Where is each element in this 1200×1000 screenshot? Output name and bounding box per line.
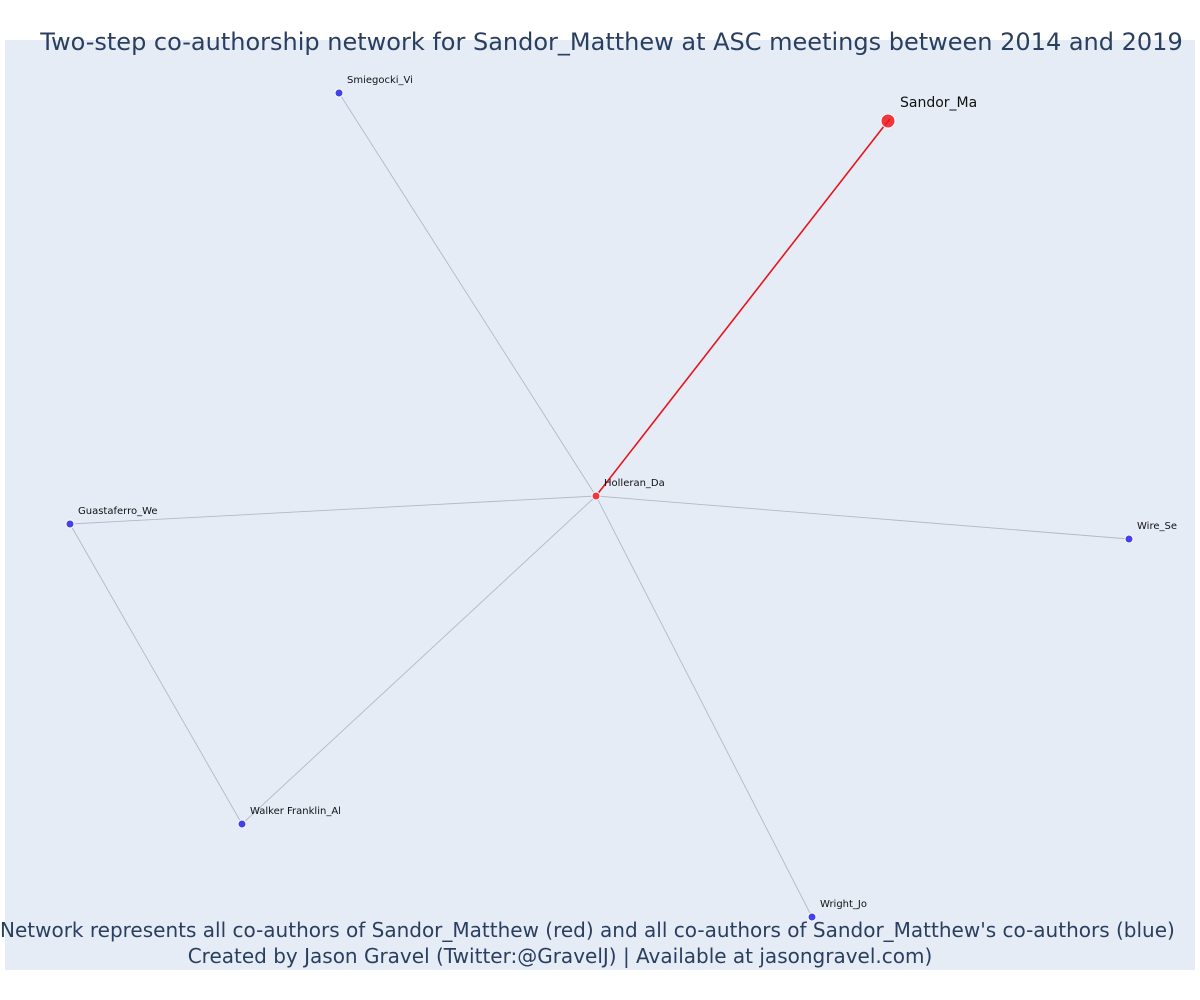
node-walker-franklin-al[interactable] [237, 819, 247, 829]
node-label-walker-franklin-al: Walker Franklin_Al [250, 806, 341, 817]
node-smiegocki-vi[interactable] [334, 88, 344, 98]
edge-holleran-da-smiegocki-vi [338, 92, 597, 497]
caption-line-2: Created by Jason Gravel (Twitter:@Gravel… [187, 944, 933, 968]
edges-layer [69, 92, 1130, 918]
node-label-wire-se: Wire_Se [1137, 521, 1177, 532]
node-wright-jo[interactable] [807, 912, 817, 922]
chart-title: Two-step co-authorship network for Sando… [40, 28, 1183, 56]
labels-layer: Sandor_Ma Holleran_Da Smiegocki_Vi Guastafe… [78, 75, 1177, 910]
node-label-smiegocki-vi: Smiegocki_Vi [347, 75, 413, 86]
node-holleran-da[interactable] [591, 491, 601, 501]
node-label-guastaferro-we: Guastaferro_We [78, 506, 158, 517]
edge-sandor-ma-holleran-da [595, 120, 889, 497]
caption-line-1: Network represents all co-authors of San… [0, 918, 1175, 942]
plot-area [5, 40, 1195, 970]
edge-holleran-da-wright-jo [595, 495, 813, 918]
node-label-wright-jo: Wright_Jo [820, 899, 867, 910]
edge-holleran-da-walker-franklin-al [241, 495, 597, 825]
node-label-holleran-da: Holleran_Da [604, 478, 665, 489]
node-guastaferro-we[interactable] [65, 519, 75, 529]
ego-edge-endpoint [884, 118, 891, 126]
edge-guastaferro-we-walker-franklin-al [69, 523, 243, 825]
nodes-layer [65, 88, 1134, 922]
node-wire-se[interactable] [1124, 534, 1134, 544]
edge-holleran-da-guastaferro-we [69, 495, 597, 525]
edge-holleran-da-wire-se [595, 495, 1130, 540]
node-label-sandor-ma: Sandor_Ma [900, 95, 977, 111]
